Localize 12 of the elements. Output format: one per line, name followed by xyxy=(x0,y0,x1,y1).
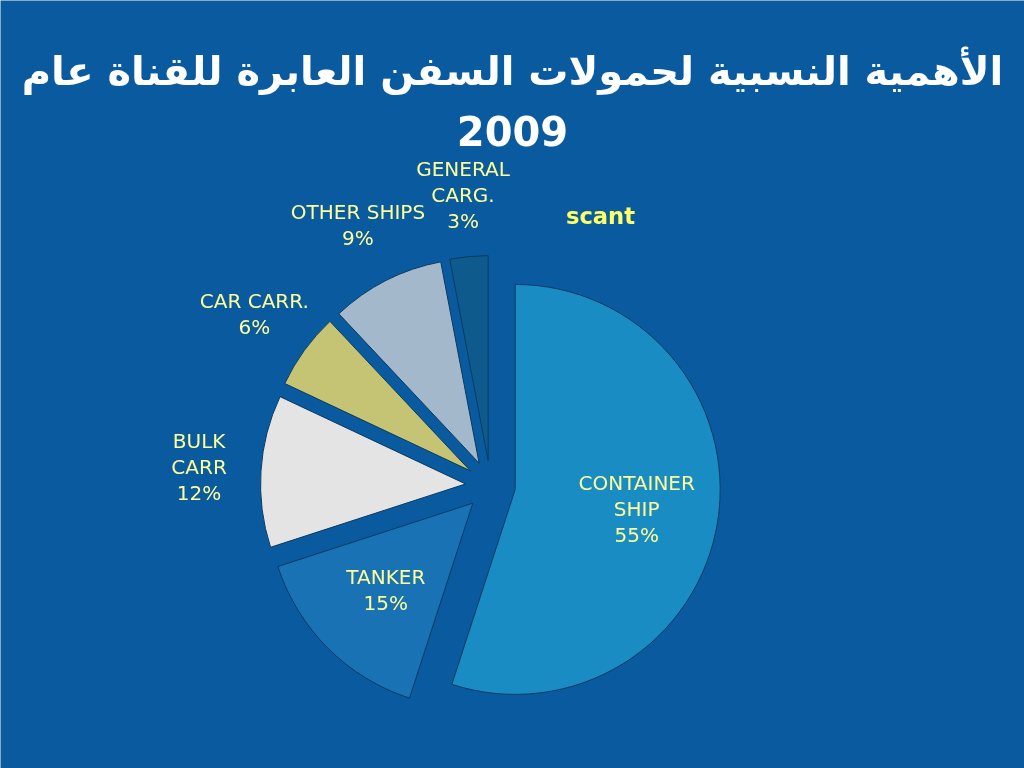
data-label: 3% xyxy=(447,208,479,233)
data-label: 9% xyxy=(342,226,374,251)
slice-label: OTHER SHIPS xyxy=(290,200,426,225)
slice-label: TANKER xyxy=(345,565,426,590)
slice-label: CAR CARR. xyxy=(199,288,309,313)
slice-label: BULK CARR xyxy=(171,429,227,480)
data-label: 15% xyxy=(363,591,409,616)
data-label: 12% xyxy=(176,481,222,506)
slice-label: CONTAINER SHIP xyxy=(578,470,695,521)
data-label: 55% xyxy=(614,522,659,547)
data-label: 6% xyxy=(238,314,271,339)
text: scant xyxy=(565,202,636,229)
